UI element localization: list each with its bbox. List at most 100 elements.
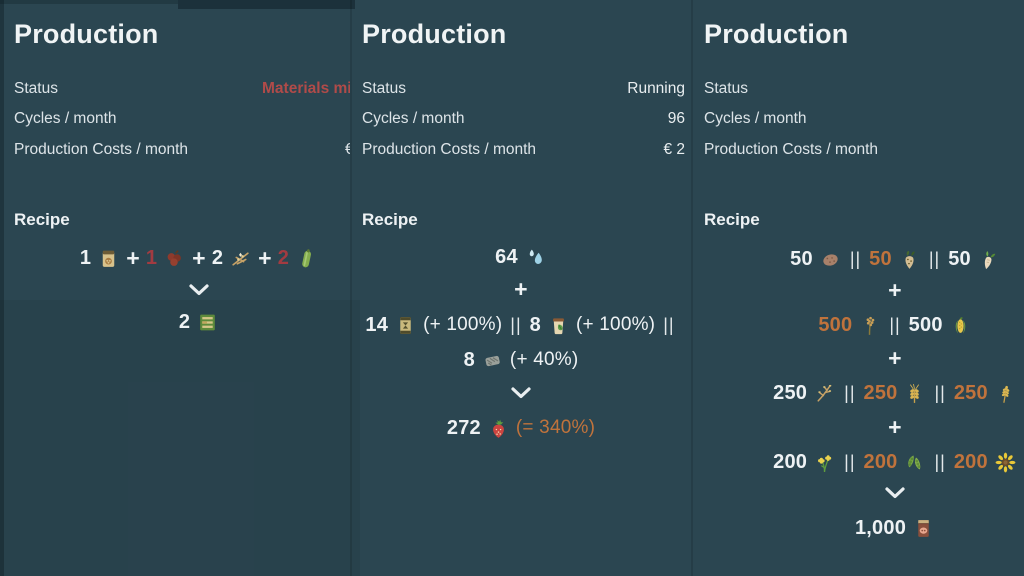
recipe-row: 250 || 250 || 250: [725, 378, 1024, 408]
recipe-quantity: 200: [863, 450, 898, 473]
recipe-row: +: [725, 412, 1024, 442]
water-icon: [524, 246, 547, 269]
oat-icon: [813, 382, 836, 405]
status-label: Status: [704, 80, 748, 97]
recipe-quantity: 1,000: [854, 516, 907, 539]
recipe-row: 50 || 50 || 50: [725, 244, 1024, 274]
or-separator: ||: [889, 314, 901, 335]
herbs-icon: [229, 247, 252, 270]
recipe-result-arrow-row: [29, 275, 350, 305]
or-separator: ||: [844, 451, 856, 472]
costs-value: € 2: [663, 141, 685, 158]
recipe-quantity: 50: [869, 247, 892, 270]
plus-operator: +: [888, 344, 902, 371]
recipe-row: 1 +1 +2 +2: [29, 243, 350, 273]
or-separator: ||: [844, 382, 856, 403]
recipe-row: 500 || 500: [725, 310, 1024, 340]
page-title: Production: [14, 19, 159, 49]
recipe-quantity: 500: [818, 313, 853, 336]
crate-icon: [196, 311, 219, 334]
production-panel-3: Production Status Cycles / month Product…: [692, 0, 1024, 576]
or-separator: ||: [510, 314, 522, 335]
recipe-quantity: 2: [211, 246, 224, 269]
recipe-row: 8 (+ 40%): [351, 345, 691, 375]
strawberry-icon: [487, 417, 510, 440]
recipe-quantity: 14: [365, 313, 389, 336]
costs-label: Production Costs / month: [14, 141, 189, 158]
cycles-label: Cycles / month: [704, 110, 807, 127]
or-separator: ||: [928, 248, 941, 269]
recipe-quantity: 50: [790, 247, 813, 270]
recipe-row: 64: [351, 242, 691, 272]
efficiency-bonus: (+ 40%): [509, 349, 579, 370]
liquid-fertilizer-icon: [547, 314, 570, 337]
or-separator: ||: [849, 248, 862, 269]
top-edge-shade: [178, 0, 355, 9]
status-value: Materials mis: [262, 80, 350, 97]
status-label: Status: [14, 80, 58, 97]
recipe-row: +: [725, 343, 1024, 373]
cycles-label: Cycles / month: [14, 110, 117, 127]
panel-seam: [691, 0, 693, 576]
recipe-quantity: 8: [529, 313, 541, 336]
efficiency-bonus: (+ 100%): [575, 314, 656, 335]
recipe-quantity: 8: [463, 348, 475, 371]
recipe-row: 2: [29, 307, 350, 337]
chevron-down-icon: [188, 284, 210, 296]
status-value: Running: [627, 80, 685, 97]
cucumber-icon: [295, 247, 318, 270]
costs-label: Production Costs / month: [362, 141, 537, 158]
page-title: Production: [362, 19, 507, 49]
production-panel-1: Production Status Cycles / month Product…: [0, 0, 350, 576]
recipe-quantity: 200: [773, 450, 808, 473]
recipe-row: 200 || 200 || 200: [725, 447, 1024, 477]
canola-icon: [813, 451, 836, 474]
recipe-quantity: 1: [79, 246, 92, 269]
recipe-quantity: 64: [495, 245, 518, 268]
recipe-quantity: 500: [908, 313, 943, 336]
sorghum-icon: [858, 314, 881, 337]
parsnip-icon: [977, 248, 1000, 271]
recipe-rows: 1 +1 +2 +2 2: [29, 0, 350, 576]
chevron-down-icon: [510, 387, 532, 399]
recipe-quantity: 250: [773, 381, 808, 404]
recipe-row: +: [351, 274, 691, 304]
recipe-row: 1,000: [725, 513, 1024, 543]
top-edge-shade: [0, 0, 178, 4]
recipe-rows: 50 || 50 || 50 +500 || 500 +250 || 250 || 250 +200 || 2…: [725, 0, 1024, 576]
production-panel-2: Production Status Cycles / month Product…: [350, 0, 692, 576]
status-label: Status: [362, 80, 406, 97]
recipe-quantity: 250: [863, 381, 898, 404]
recipe-quantity: 2: [178, 310, 191, 333]
or-separator: ||: [663, 314, 675, 335]
pig-food-icon: [912, 517, 935, 540]
recipe-row: +: [725, 275, 1024, 305]
recipe-result-arrow-row: [351, 378, 691, 408]
recipe-quantity: 250: [953, 381, 988, 404]
plus-operator: +: [192, 244, 206, 271]
recipe-quantity: 2: [277, 246, 290, 269]
sugar-beet-icon: [898, 248, 921, 271]
cycles-value: 96: [667, 110, 685, 127]
wheat-icon: [994, 382, 1017, 405]
page-title: Production: [704, 19, 849, 49]
barley-icon: [903, 382, 926, 405]
flour-bag-icon: [97, 247, 120, 270]
meat-icon: [163, 247, 186, 270]
efficiency-bonus: (+ 100%): [423, 314, 503, 335]
costs-label: Production Costs / month: [704, 141, 879, 158]
efficiency-bonus: (= 340%): [515, 417, 596, 438]
chevron-down-icon: [884, 487, 906, 499]
potato-icon: [819, 248, 842, 271]
cycles-label: Cycles / month: [362, 110, 465, 127]
plus-operator: +: [514, 275, 528, 302]
or-separator: ||: [934, 382, 946, 403]
recipe-row: 272 (= 340%): [351, 413, 691, 443]
fertilizer-icon: [394, 314, 417, 337]
corn-icon: [949, 314, 972, 337]
recipe-quantity: 1: [145, 246, 158, 269]
background-shade: [0, 300, 360, 576]
or-separator: ||: [934, 451, 946, 472]
plus-operator: +: [126, 244, 140, 271]
